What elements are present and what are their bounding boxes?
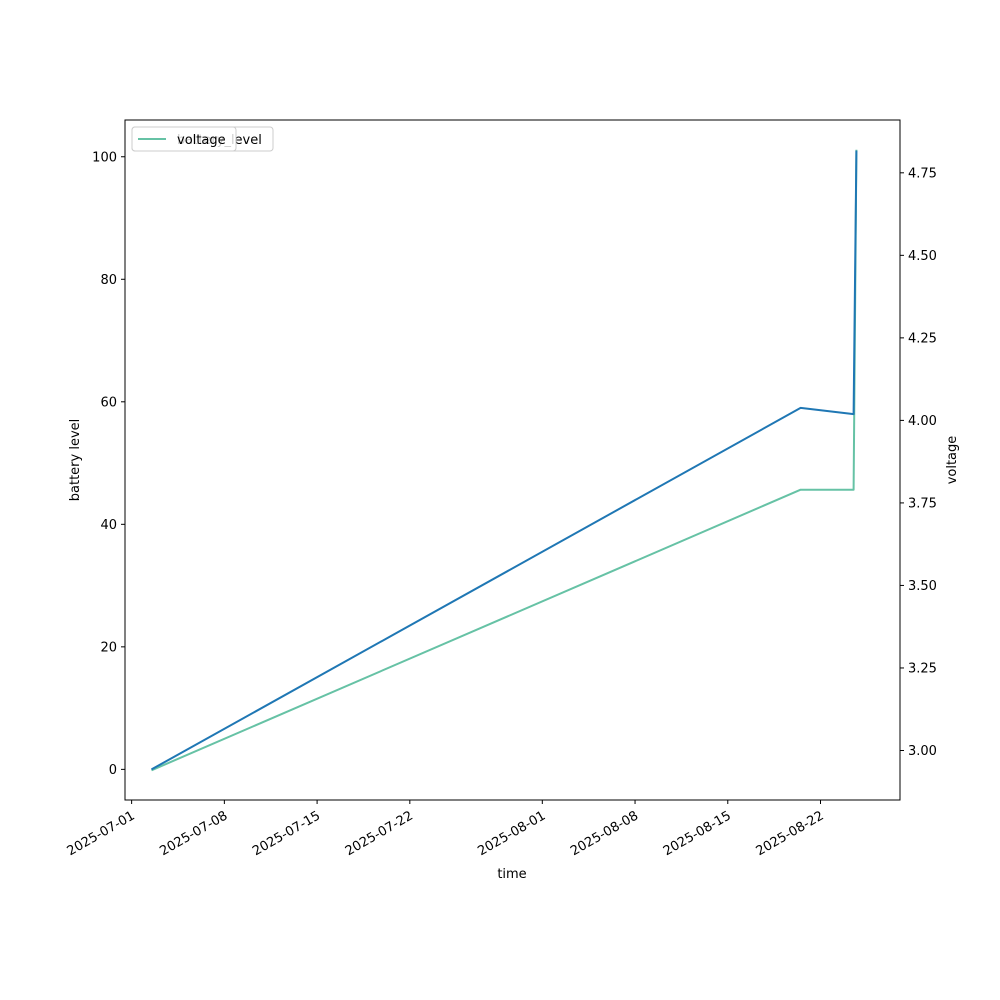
right-y-axis-label: voltage (945, 436, 960, 485)
right-y-tick-label: 4.00 (908, 414, 937, 429)
right-y-tick-label: 4.50 (908, 249, 937, 264)
x-tick-label: 2025-08-08 (568, 808, 641, 859)
left-y-tick-label: 80 (100, 273, 117, 288)
plot-frame (124, 119, 901, 801)
right-y-tick-label: 3.25 (908, 661, 937, 676)
right-y-tick-label: 4.75 (908, 166, 937, 181)
x-axis-label: time (497, 867, 526, 882)
left-y-axis: 0 20 40 60 80 100 (92, 150, 125, 778)
series-line-voltage (151, 149, 858, 772)
right-y-tick-label: 3.00 (908, 744, 937, 759)
x-tick-label: 2025-08-01 (475, 808, 548, 859)
x-tick-label: 2025-07-01 (65, 808, 138, 859)
left-y-tick-label: 0 (109, 763, 117, 778)
series-line-battery-level (151, 150, 858, 771)
left-y-tick-label: 40 (100, 518, 117, 533)
series-layer (151, 149, 858, 772)
x-tick-label: 2025-07-08 (157, 808, 230, 859)
left-y-axis-label: battery level (68, 419, 83, 502)
right-y-axis: 3.00 3.25 3.50 3.75 4.00 4.25 4.50 4.75 (900, 166, 937, 759)
x-tick-label: 2025-08-15 (661, 808, 734, 859)
x-tick-label: 2025-08-22 (754, 808, 827, 859)
left-y-tick-label: 20 (100, 640, 117, 655)
right-y-tick-label: 3.75 (908, 496, 937, 511)
x-axis: 2025-07-01 2025-07-08 2025-07-15 2025-07-22… (65, 800, 827, 859)
legend-voltage: voltage (131, 126, 237, 152)
left-y-tick-label: 100 (92, 150, 117, 165)
x-tick-label: 2025-07-15 (250, 808, 323, 859)
left-y-tick-label: 60 (100, 395, 117, 410)
legend-box (131, 126, 237, 152)
right-y-tick-label: 3.50 (908, 579, 937, 594)
right-y-tick-label: 4.25 (908, 331, 937, 346)
legend-label: voltage (177, 133, 226, 148)
x-tick-label: 2025-07-22 (343, 808, 416, 859)
